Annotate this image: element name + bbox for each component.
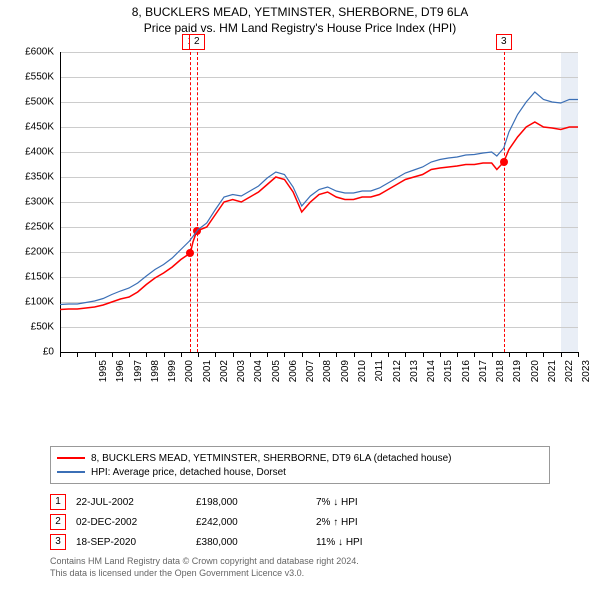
x-tick-label: 1997 — [133, 360, 144, 400]
sale-date: 02-DEC-2002 — [76, 517, 196, 528]
x-tick-label: 2001 — [202, 360, 213, 400]
x-tick-label: 2022 — [564, 360, 575, 400]
x-tick-label: 2021 — [547, 360, 558, 400]
x-tick-label: 2015 — [443, 360, 454, 400]
sale-price: £242,000 — [196, 517, 316, 528]
x-tick-label: 2016 — [461, 360, 472, 400]
x-tick-label: 2019 — [512, 360, 523, 400]
sale-diff: 7% ↓ HPI — [316, 497, 436, 508]
x-tick-label: 2007 — [305, 360, 316, 400]
x-tick-label: 2020 — [530, 360, 541, 400]
legend-row: 8, BUCKLERS MEAD, YETMINSTER, SHERBORNE,… — [57, 451, 543, 465]
page: 8, BUCKLERS MEAD, YETMINSTER, SHERBORNE,… — [0, 0, 600, 590]
x-tick-label: 1998 — [150, 360, 161, 400]
legend-swatch — [57, 457, 85, 459]
sale-diff: 11% ↓ HPI — [316, 537, 436, 548]
x-tick-label: 2008 — [322, 360, 333, 400]
footer: Contains HM Land Registry data © Crown c… — [50, 556, 550, 579]
x-tick-label: 2011 — [374, 360, 385, 400]
sales-table: 1 22-JUL-2002£198,0007% ↓ HPI 2 02-DEC-2002… — [50, 492, 550, 552]
footer-line-1: Contains HM Land Registry data © Crown c… — [50, 556, 550, 568]
x-tick-label: 1999 — [167, 360, 178, 400]
x-tick-label: 2005 — [271, 360, 282, 400]
sale-row: 1 22-JUL-2002£198,0007% ↓ HPI — [50, 492, 550, 512]
footer-line-2: This data is licensed under the Open Gov… — [50, 568, 550, 580]
x-tick-label: 2018 — [495, 360, 506, 400]
x-tick-label: 2023 — [581, 360, 592, 400]
x-tick-label: 1996 — [115, 360, 126, 400]
x-tick-label: 2009 — [340, 360, 351, 400]
x-tick-label: 2013 — [409, 360, 420, 400]
legend-swatch — [57, 471, 85, 473]
x-tick-label: 1995 — [98, 360, 109, 400]
titles: 8, BUCKLERS MEAD, YETMINSTER, SHERBORNE,… — [0, 0, 600, 36]
x-tick-label: 2010 — [357, 360, 368, 400]
x-tick-label: 2004 — [253, 360, 264, 400]
x-tick-label: 2014 — [426, 360, 437, 400]
legend-label: HPI: Average price, detached house, Dors… — [91, 467, 286, 478]
x-tick-label: 2003 — [236, 360, 247, 400]
series-property — [60, 122, 578, 310]
x-tick-label: 2012 — [392, 360, 403, 400]
sale-diff: 2% ↑ HPI — [316, 517, 436, 528]
sale-row: 3 18-SEP-2020£380,00011% ↓ HPI — [50, 532, 550, 552]
sale-badge: 3 — [50, 534, 66, 550]
series-svg — [0, 42, 588, 362]
sale-badge: 2 — [50, 514, 66, 530]
sale-price: £198,000 — [196, 497, 316, 508]
sale-date: 22-JUL-2002 — [76, 497, 196, 508]
x-tick-label: 2002 — [219, 360, 230, 400]
series-hpi — [60, 92, 578, 305]
sale-price: £380,000 — [196, 537, 316, 548]
x-tick-label: 2017 — [478, 360, 489, 400]
title-address: 8, BUCKLERS MEAD, YETMINSTER, SHERBORNE,… — [0, 4, 600, 20]
x-tick-label: 2000 — [184, 360, 195, 400]
legend-label: 8, BUCKLERS MEAD, YETMINSTER, SHERBORNE,… — [91, 453, 452, 464]
sale-row: 2 02-DEC-2002£242,0002% ↑ HPI — [50, 512, 550, 532]
legend: 8, BUCKLERS MEAD, YETMINSTER, SHERBORNE,… — [50, 446, 550, 484]
sale-date: 18-SEP-2020 — [76, 537, 196, 548]
x-tick-label: 2006 — [288, 360, 299, 400]
price-chart: £0£50K£100K£150K£200K£250K£300K£350K£400… — [0, 42, 600, 402]
legend-row: HPI: Average price, detached house, Dors… — [57, 465, 543, 479]
sale-badge: 1 — [50, 494, 66, 510]
